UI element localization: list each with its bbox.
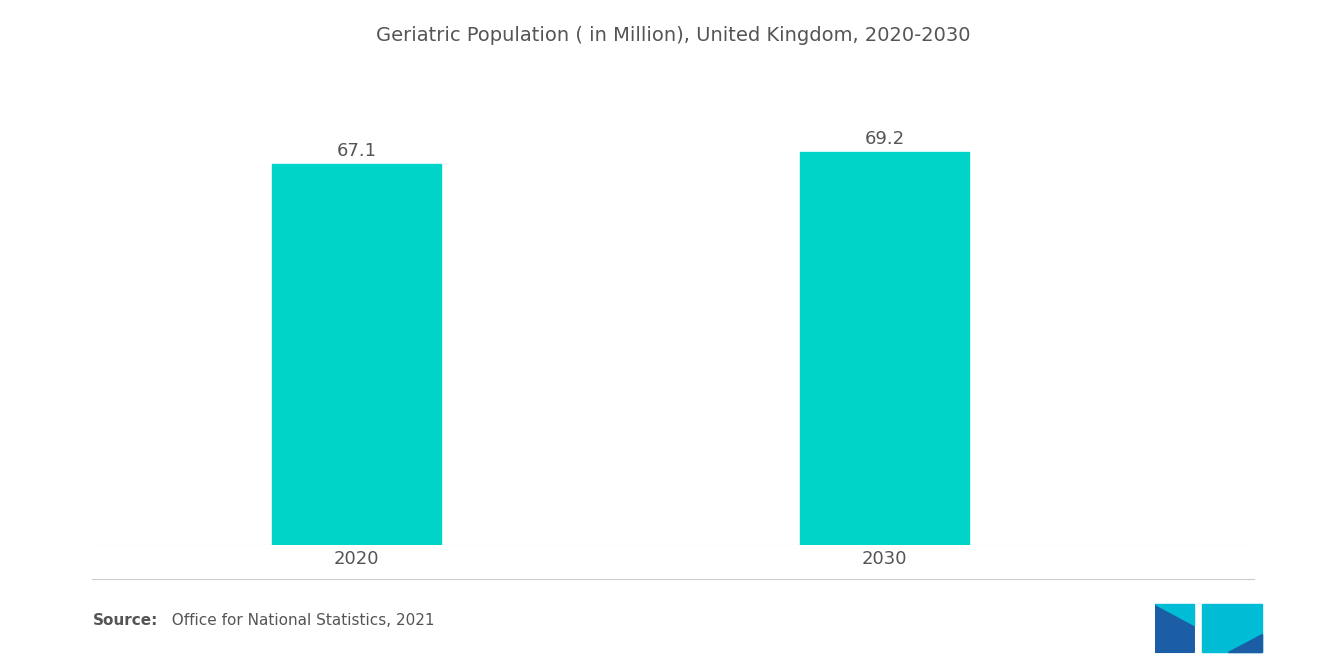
Bar [800, 152, 969, 545]
Text: 67.1: 67.1 [337, 142, 376, 160]
Text: Source:: Source: [92, 613, 158, 628]
Title: Geriatric Population ( in Million), United Kingdom, 2020-2030: Geriatric Population ( in Million), Unit… [376, 26, 970, 45]
Polygon shape [1203, 604, 1262, 652]
Polygon shape [1155, 604, 1195, 625]
Bar [272, 164, 441, 545]
Text: 69.2: 69.2 [865, 130, 904, 148]
Polygon shape [1228, 634, 1262, 652]
Polygon shape [1155, 604, 1195, 652]
Text: Office for National Statistics, 2021: Office for National Statistics, 2021 [162, 613, 434, 628]
